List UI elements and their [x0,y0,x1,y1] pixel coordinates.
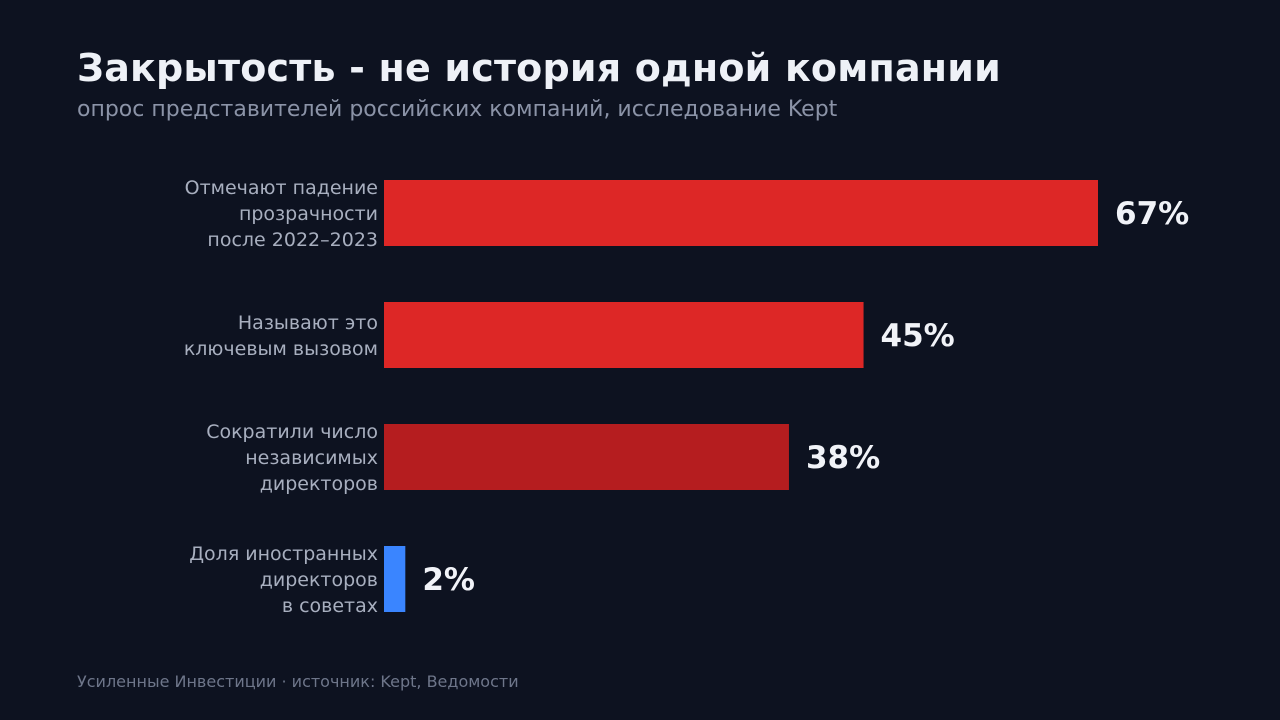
category-label-line: в советах [282,595,378,617]
category-label-line: Отмечают падение [185,177,378,199]
value-label: 45% [881,318,955,354]
category-label-line: Сократили число [206,421,378,443]
category-label-line: после 2022–2023 [207,229,378,251]
category-label: Отмечают падение прозрачности после 2022–2… [185,177,378,251]
category-label-line: ключевым вызовом [184,338,378,360]
page-title: Закрытость - не история одной компании [77,46,1001,90]
bar [384,546,406,612]
bar-group: Отмечают падение прозрачности после 2022–2… [185,177,1190,251]
bar [384,180,1098,246]
source-footer: Усиленные Инвестиции · источник: Kept, В… [77,672,519,691]
value-label: 67% [1115,196,1189,232]
category-label-line: Доля иностранных [189,543,378,565]
category-label: Называют это ключевым вызовом [184,312,378,360]
bar [384,424,789,490]
bar-group: Сократили число независимых директоров 38% [206,421,880,495]
bar [384,302,864,368]
bar-group: Называют это ключевым вызовом 45% [184,302,955,368]
category-label: Сократили число независимых директоров [206,421,378,495]
category-label-line: директоров [260,569,378,591]
category-label-line: Называют это [238,312,378,334]
category-label-line: прозрачности [239,203,378,225]
category-label-line: независимых [245,447,378,469]
page-subtitle: опрос представителей российских компаний… [77,97,838,122]
value-label: 38% [806,440,880,476]
bar-group: Доля иностранных директоров в советах 2% [189,543,475,617]
category-label: Доля иностранных директоров в советах [189,543,378,617]
value-label: 2% [422,562,475,598]
category-label-line: директоров [260,473,378,495]
